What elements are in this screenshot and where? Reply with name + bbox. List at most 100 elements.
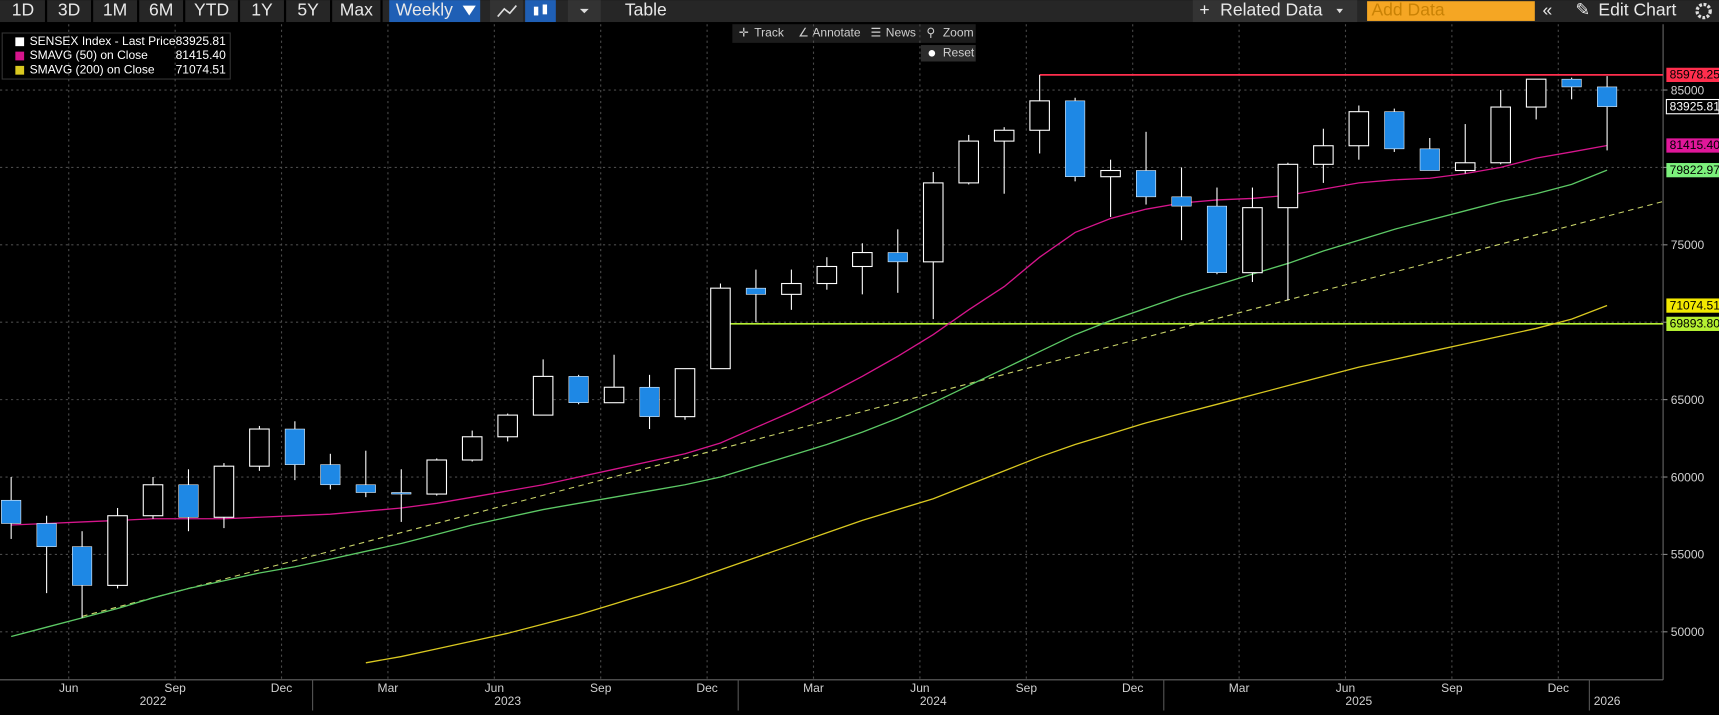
x-tick-label: Jun [910,681,929,695]
candle-body [1597,86,1618,107]
x-tick-label: Mar [378,681,399,695]
candle-body [213,465,235,518]
candle-body [993,129,1015,142]
x-tick-label: Jun [1336,681,1355,695]
price-tag [1665,98,1719,115]
range-button[interactable]: 1Y [251,0,273,20]
candle-body [107,515,128,586]
candle-body [284,428,305,465]
year-label: 2024 [920,694,947,708]
news-icon: ☰ [870,26,881,40]
range-button[interactable]: Max [340,0,373,20]
candle-body [249,428,270,467]
plus-icon: + [1199,0,1209,20]
legend-label: SENSEX Index - Last Price [30,34,176,48]
legend-swatch [15,37,25,47]
track-tool[interactable]: Track [754,26,785,40]
candle-body [142,484,164,517]
x-tick-label: Dec [696,681,717,695]
year-label: 2025 [1345,694,1372,708]
x-tick-label: Dec [271,681,292,695]
range-button[interactable]: 3D [58,0,80,20]
price-tag-label: 71074.51 [1670,298,1719,312]
annotate-tool[interactable]: Annotate [812,26,861,40]
candle-body [36,523,57,547]
candle-body [745,287,766,295]
price-tag [1666,298,1719,313]
candle-body [887,252,908,263]
candle-body [568,376,589,403]
chart-tools [732,24,976,43]
y-tick-label: 50000 [1671,625,1705,639]
range-button[interactable]: 1D [12,0,34,20]
legend-value: 81415.40 [176,48,227,62]
candle-body [391,492,412,495]
legend-value: 71074.51 [176,62,227,76]
x-tick-label: Jun [59,681,78,695]
x-tick-label: Dec [1122,681,1143,695]
edit-chart-button[interactable]: Edit Chart [1598,0,1676,20]
candle-body [72,546,93,586]
legend-label: SMAVG (50) on Close [30,48,149,62]
candle-body [497,414,518,438]
add-data-input[interactable] [1367,1,1535,21]
legend-swatch [15,51,25,61]
x-tick-label: Sep [590,681,612,695]
year-label: 2022 [140,694,167,708]
annotate-icon: ∠ [798,26,809,40]
frequency-button[interactable] [389,0,481,23]
candle-body [1277,163,1299,209]
y-tick-label: 75000 [1671,238,1705,252]
y-tick-label: 55000 [1671,548,1705,562]
candle-body [461,436,483,461]
candle-body [1490,106,1512,164]
price-tag-label: 79822.97 [1670,163,1719,177]
candle-body [1384,111,1405,150]
dropdown-arrow [1336,8,1343,14]
candle-body [958,140,980,184]
candle-body [674,368,696,418]
candle-body [178,484,199,518]
related-data-label[interactable]: Related Data [1220,0,1323,20]
price-tag [1666,316,1719,331]
y-tick-label: 85000 [1671,83,1705,97]
settings-icon[interactable] [1695,2,1712,20]
candle-body [1525,78,1547,108]
price-tag-label: 85978.25 [1670,68,1719,82]
price-tag-label: 69893.80 [1670,317,1719,331]
table-button[interactable]: Table [625,0,667,20]
range-button[interactable]: 1M [103,0,127,20]
candle-body [1348,111,1370,147]
related-data-button[interactable] [1192,0,1358,23]
candle-body [639,386,660,417]
candle-body [355,484,376,493]
legend-swatch [15,65,25,75]
candle-body [1029,100,1050,131]
price-tag [1666,138,1719,153]
range-button[interactable]: YTD [194,0,229,20]
line-icon [497,5,517,18]
trendline [81,200,1664,617]
range-button[interactable]: 6M [149,0,173,20]
candle-body [1206,205,1228,273]
moving-average-line [11,169,1608,638]
candle-body [1171,196,1192,207]
pencil-icon: ✎ [1575,0,1590,20]
news-tool[interactable]: News [886,26,916,40]
zoom-icon: ⚲ [926,26,935,40]
frequency-label[interactable]: Weekly [396,0,453,20]
price-tag [1666,67,1719,82]
range-button[interactable]: 5Y [297,0,319,20]
collapse-icon[interactable]: « [1542,0,1552,20]
candle-chart-button[interactable] [525,0,556,23]
candle-body [1136,170,1157,198]
reset-button[interactable] [920,45,976,62]
year-label: 2026 [1594,694,1621,708]
candle-body [852,252,873,268]
zoom-tool[interactable]: Zoom [943,26,974,40]
candle-body [603,386,625,404]
legend-label: SMAVG (200) on Close [30,62,155,76]
reset-label[interactable]: Reset [943,45,975,59]
legend-value: 83925.81 [176,34,227,48]
